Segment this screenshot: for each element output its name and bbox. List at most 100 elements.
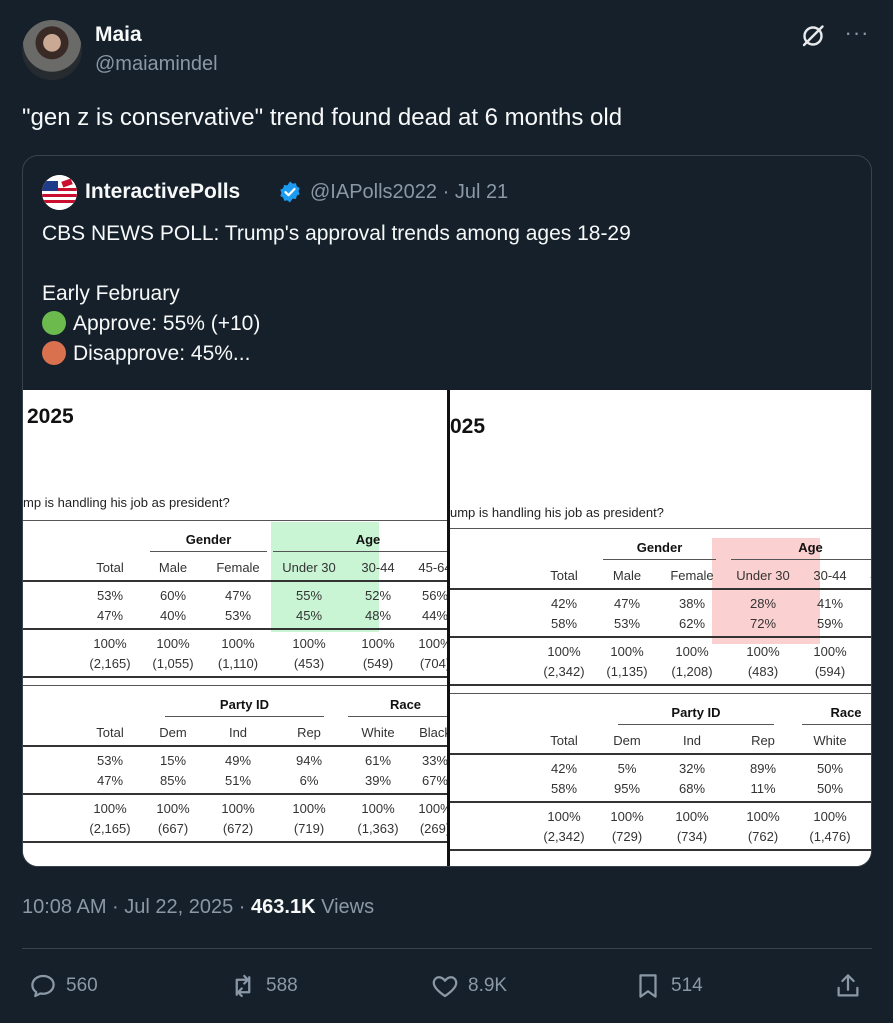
- bottom-disapprove-cell: 50%: [816, 781, 844, 796]
- quoted-author-name[interactable]: InteractivePolls: [85, 180, 241, 203]
- poll-title: 2025: [27, 405, 74, 428]
- bottom-n-cell: (672): [222, 821, 254, 836]
- reply-button[interactable]: 560: [28, 970, 98, 1002]
- top-approve-cell: 47%: [613, 596, 641, 611]
- top-total-cell: 100%: [221, 636, 255, 651]
- bottom-total-cell: 100%: [93, 801, 127, 816]
- bottom-total-cell: 100%: [547, 809, 581, 824]
- top-header-cell: Female: [670, 568, 714, 583]
- bottom-rows-rule: [450, 801, 871, 803]
- bookmark-button[interactable]: 514: [633, 970, 703, 1002]
- top-group-underline: [150, 551, 267, 552]
- top-header-cell: 30-44: [813, 568, 847, 583]
- top-bottom-rule: [23, 676, 447, 678]
- top-approve-cell: 52%: [364, 588, 392, 603]
- top-disapprove-cell: 58%: [550, 616, 578, 631]
- top-n-cell: (1,110): [217, 656, 259, 671]
- bottom-approve-cell: 42%: [550, 761, 578, 776]
- bottom-header-cell: White: [361, 725, 395, 740]
- quoted-author-handle-date: @IAPolls2022 · Jul 21: [310, 181, 509, 203]
- top-approve-cell: 53%: [96, 588, 124, 603]
- reply-icon: [31, 974, 55, 998]
- top-header-rule: [450, 588, 871, 590]
- bottom-total-cell: 100%: [847, 809, 871, 824]
- share-button[interactable]: [833, 970, 871, 1002]
- grok-slash-icon[interactable]: [800, 23, 826, 49]
- top-total-cell: 100%: [156, 636, 190, 651]
- bottom-total-cell: 100%: [675, 809, 709, 824]
- quoted-line-approve: Approve: 55% (+10): [42, 309, 631, 339]
- top-top-rule: [450, 528, 871, 529]
- quoted-author-avatar[interactable]: [42, 175, 77, 210]
- bottom-disapprove-cell: 51%: [224, 773, 252, 788]
- top-approve-cell: 38%: [678, 596, 706, 611]
- bottom-approve-cell: 50%: [816, 761, 844, 776]
- like-button[interactable]: 8.9K: [430, 970, 507, 1002]
- repost-button[interactable]: 588: [228, 970, 298, 1002]
- bottom-approve-cell: 53%: [96, 753, 124, 768]
- bottom-rows-rule: [23, 793, 447, 795]
- disapprove-text: Disapprove: 45%...: [73, 342, 251, 365]
- bottom-group-underline: [348, 716, 447, 717]
- top-group-underline: [731, 559, 871, 560]
- image-divider: [447, 390, 450, 866]
- more-icon[interactable]: ···: [844, 20, 870, 45]
- views-count: 463.1K: [251, 896, 316, 918]
- bottom-approve-cell: 32%: [678, 761, 706, 776]
- bottom-approve-cell: 15%: [159, 753, 187, 768]
- bookmark-count: 514: [671, 975, 703, 996]
- quoted-post-image[interactable]: 2025 mp is handling his job as president?…: [23, 390, 871, 866]
- top-group-underline: [273, 551, 447, 552]
- top-disapprove-cell: 53%: [613, 616, 641, 631]
- author-handle[interactable]: @maiamindel: [95, 53, 218, 75]
- views-label: Views: [315, 896, 375, 918]
- top-n-cell: (594): [814, 664, 846, 679]
- bottom-top-rule: [23, 685, 447, 686]
- bottom-header-cell: Black: [419, 725, 447, 740]
- bottom-approve-cell: 94%: [295, 753, 323, 768]
- author-display-name[interactable]: Maia: [95, 23, 142, 46]
- bottom-n-cell: (1,476): [809, 829, 851, 844]
- quoted-post[interactable]: InteractivePolls @IAPolls2022 · Jul 21 C…: [22, 155, 872, 867]
- bottom-header-cell: Rep: [751, 733, 775, 748]
- top-header-cell: Total: [96, 560, 124, 575]
- top-disapprove-cell: 53%: [224, 608, 252, 623]
- top-disapprove-cell: 62%: [678, 616, 706, 631]
- top-approve-cell: 41%: [816, 596, 844, 611]
- bottom-header-cell: Black: [847, 733, 871, 748]
- verified-badge-icon: [280, 181, 300, 203]
- top-group-underline: [603, 559, 716, 560]
- bottom-n-cell: (762): [747, 829, 779, 844]
- bottom-approve-cell: 5%: [617, 761, 637, 776]
- bottom-group-underline: [802, 724, 871, 725]
- bottom-total-cell: 100%: [221, 801, 255, 816]
- bottom-header-cell: Rep: [297, 725, 321, 740]
- poll-table-jul: 025 ump is handling his job as president?…: [450, 390, 871, 866]
- timestamp-text[interactable]: 10:08 AM · Jul 22, 2025 ·: [22, 896, 252, 918]
- bottom-header-cell: Ind: [228, 725, 248, 740]
- top-rows-rule: [23, 628, 447, 630]
- bottom-n-cell: (667): [157, 821, 189, 836]
- top-total-cell: 100%: [292, 636, 326, 651]
- top-group-label: Age: [355, 532, 381, 547]
- bottom-bottom-rule: [23, 841, 447, 843]
- bottom-group-underline: [165, 716, 324, 717]
- reply-count: 560: [66, 975, 98, 996]
- author-avatar[interactable]: [22, 20, 82, 80]
- actions-divider: [22, 948, 872, 949]
- top-header-cell: Under 30: [736, 568, 790, 583]
- top-header-cell: 30-44: [361, 560, 395, 575]
- bottom-approve-cell: 15%: [847, 761, 871, 776]
- poll-question: ump is handling his job as president?: [450, 505, 664, 520]
- top-total-cell: 100%: [547, 644, 581, 659]
- top-n-cell: (453): [293, 656, 325, 671]
- quoted-line-empty: [42, 249, 631, 279]
- top-total-cell: 100%: [610, 644, 644, 659]
- bottom-header-cell: Dem: [159, 725, 187, 740]
- top-n-cell: (1,135): [606, 664, 648, 679]
- bottom-total-cell: 100%: [610, 809, 644, 824]
- bottom-approve-cell: 33%: [421, 753, 447, 768]
- top-header-cell: 45-64: [418, 560, 447, 575]
- top-total-cell: 100%: [361, 636, 395, 651]
- green-circle-icon: [42, 311, 66, 335]
